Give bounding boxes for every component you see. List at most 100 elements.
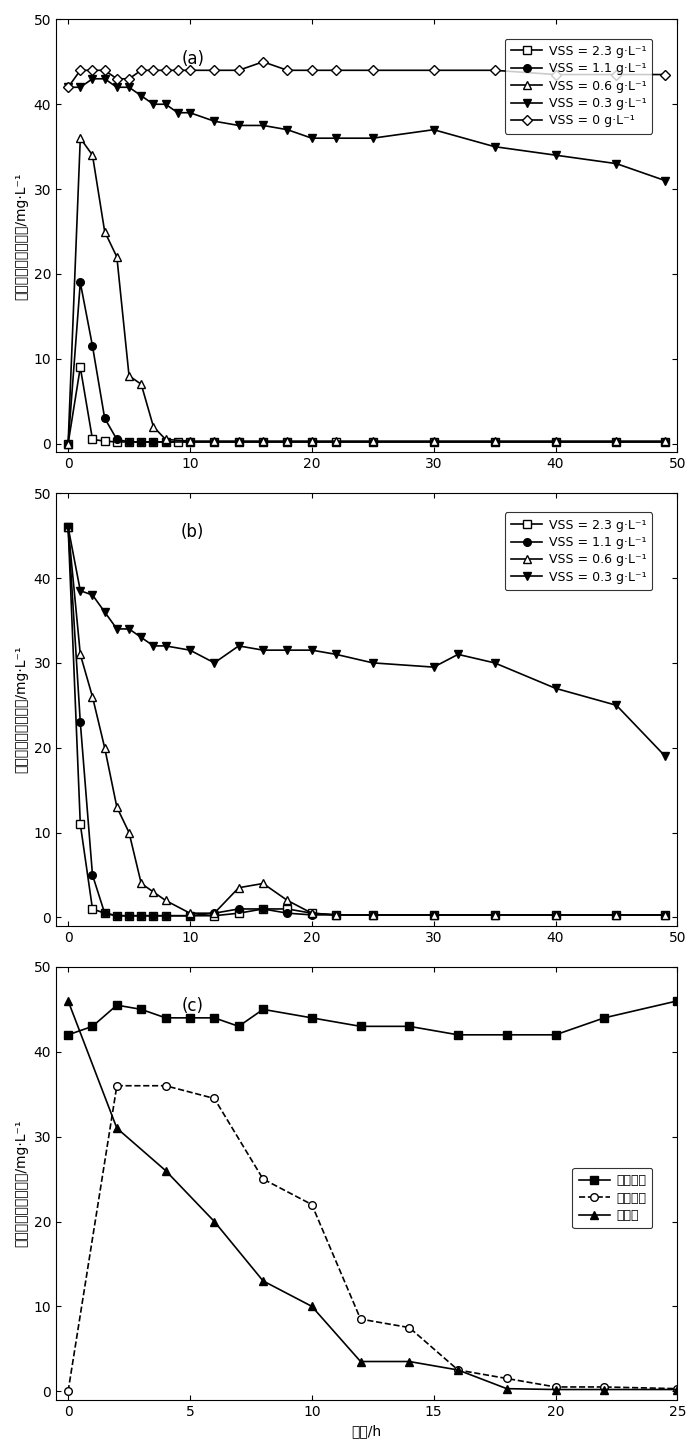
- VSS = 0 g·L⁻¹: [661, 65, 669, 83]
- VSS = 1.1 g·L⁻¹: [113, 431, 121, 449]
- 生物再生: [356, 1310, 365, 1327]
- VSS = 0.6 g·L⁻¹: [259, 433, 267, 450]
- VSS = 2.3 g·L⁻¹: [332, 433, 340, 450]
- VSS = 1.1 g·L⁻¹: [284, 905, 292, 922]
- VSS = 0.6 g·L⁻¹: [612, 433, 621, 450]
- VSS = 0.6 g·L⁻¹: [76, 646, 85, 664]
- VSS = 2.3 g·L⁻¹: [88, 431, 97, 449]
- VSS = 0 g·L⁻¹: [101, 61, 109, 78]
- VSS = 0.6 g·L⁻¹: [552, 433, 560, 450]
- 生物再生: [210, 1090, 218, 1108]
- 树脂脱附: [234, 1018, 243, 1035]
- 反祈化: [259, 1272, 267, 1289]
- 反祈化: [552, 1381, 560, 1398]
- VSS = 1.1 g·L⁻¹: [332, 906, 340, 923]
- VSS = 0.6 g·L⁻¹: [149, 418, 158, 436]
- VSS = 2.3 g·L⁻¹: [101, 905, 109, 922]
- VSS = 2.3 g·L⁻¹: [149, 908, 158, 925]
- Line: VSS = 0.6 g·L⁻¹: VSS = 0.6 g·L⁻¹: [64, 523, 669, 919]
- Line: 生物再生: 生物再生: [64, 1082, 681, 1395]
- VSS = 1.1 g·L⁻¹: [661, 433, 669, 450]
- VSS = 2.3 g·L⁻¹: [137, 908, 146, 925]
- VSS = 2.3 g·L⁻¹: [491, 433, 499, 450]
- VSS = 0 g·L⁻¹: [491, 61, 499, 78]
- 树脂脱附: [259, 1000, 267, 1018]
- VSS = 1.1 g·L⁻¹: [430, 433, 438, 450]
- VSS = 1.1 g·L⁻¹: [661, 906, 669, 923]
- VSS = 0.3 g·L⁻¹: [552, 680, 560, 697]
- 生物再生: [673, 1379, 682, 1397]
- VSS = 0 g·L⁻¹: [76, 61, 85, 78]
- VSS = 0.3 g·L⁻¹: [307, 642, 316, 659]
- VSS = 0.6 g·L⁻¹: [368, 433, 377, 450]
- 树脂脱附: [503, 1027, 511, 1044]
- VSS = 2.3 g·L⁻¹: [491, 906, 499, 923]
- VSS = 0.3 g·L⁻¹: [332, 646, 340, 664]
- 生物再生: [259, 1170, 267, 1188]
- VSS = 2.3 g·L⁻¹: [552, 433, 560, 450]
- VSS = 0 g·L⁻¹: [284, 61, 292, 78]
- VSS = 1.1 g·L⁻¹: [234, 900, 243, 918]
- VSS = 0.6 g·L⁻¹: [88, 147, 97, 164]
- 反祈化: [307, 1298, 316, 1316]
- VSS = 1.1 g·L⁻¹: [64, 436, 72, 453]
- VSS = 0.6 g·L⁻¹: [552, 906, 560, 923]
- VSS = 1.1 g·L⁻¹: [552, 433, 560, 450]
- VSS = 1.1 g·L⁻¹: [101, 905, 109, 922]
- 反祈化: [64, 992, 72, 1009]
- VSS = 0.3 g·L⁻¹: [113, 78, 121, 96]
- VSS = 0.3 g·L⁻¹: [491, 138, 499, 155]
- Line: VSS = 1.1 g·L⁻¹: VSS = 1.1 g·L⁻¹: [64, 523, 669, 919]
- 树脂脱附: [162, 1009, 170, 1027]
- VSS = 0.3 g·L⁻¹: [162, 96, 170, 113]
- VSS = 2.3 g·L⁻¹: [259, 433, 267, 450]
- 反祈化: [405, 1353, 414, 1371]
- VSS = 1.1 g·L⁻¹: [162, 433, 170, 450]
- VSS = 2.3 g·L⁻¹: [125, 433, 133, 450]
- VSS = 2.3 g·L⁻¹: [174, 433, 182, 450]
- Legend: 树脂脱附, 生物再生, 反祈化: 树脂脱附, 生物再生, 反祈化: [573, 1167, 652, 1228]
- VSS = 2.3 g·L⁻¹: [284, 900, 292, 918]
- VSS = 0.3 g·L⁻¹: [552, 147, 560, 164]
- 树脂脱附: [673, 992, 682, 1009]
- VSS = 0.6 g·L⁻¹: [661, 906, 669, 923]
- 生物再生: [454, 1362, 462, 1379]
- VSS = 0.3 g·L⁻¹: [186, 105, 194, 122]
- VSS = 0.6 g·L⁻¹: [661, 433, 669, 450]
- VSS = 1.1 g·L⁻¹: [137, 433, 146, 450]
- VSS = 0.6 g·L⁻¹: [332, 906, 340, 923]
- VSS = 2.3 g·L⁻¹: [162, 908, 170, 925]
- VSS = 0.3 g·L⁻¹: [76, 582, 85, 600]
- VSS = 0.3 g·L⁻¹: [259, 642, 267, 659]
- 生物再生: [405, 1318, 414, 1336]
- VSS = 1.1 g·L⁻¹: [162, 908, 170, 925]
- VSS = 0 g·L⁻¹: [332, 61, 340, 78]
- VSS = 2.3 g·L⁻¹: [64, 436, 72, 453]
- VSS = 0.6 g·L⁻¹: [210, 433, 218, 450]
- VSS = 0.3 g·L⁻¹: [307, 129, 316, 147]
- VSS = 0 g·L⁻¹: [368, 61, 377, 78]
- 树脂脱附: [113, 996, 121, 1013]
- VSS = 0.3 g·L⁻¹: [430, 121, 438, 138]
- VSS = 2.3 g·L⁻¹: [186, 433, 194, 450]
- VSS = 1.1 g·L⁻¹: [284, 433, 292, 450]
- 反祈化: [454, 1362, 462, 1379]
- VSS = 0.3 g·L⁻¹: [162, 637, 170, 655]
- VSS = 0.6 g·L⁻¹: [210, 905, 218, 922]
- VSS = 0.6 g·L⁻¹: [332, 433, 340, 450]
- VSS = 0.6 g·L⁻¹: [612, 906, 621, 923]
- Line: 树脂脱附: 树脂脱附: [64, 998, 681, 1038]
- Legend: VSS = 2.3 g·L⁻¹, VSS = 1.1 g·L⁻¹, VSS = 0.6 g·L⁻¹, VSS = 0.3 g·L⁻¹, VSS = 0 g·L⁻: VSS = 2.3 g·L⁻¹, VSS = 1.1 g·L⁻¹, VSS = …: [505, 39, 652, 134]
- VSS = 1.1 g·L⁻¹: [307, 906, 316, 923]
- VSS = 2.3 g·L⁻¹: [259, 900, 267, 918]
- VSS = 2.3 g·L⁻¹: [137, 433, 146, 450]
- VSS = 2.3 g·L⁻¹: [125, 908, 133, 925]
- Y-axis label: 溶液中硒酸盐氮含量/mg·L⁻¹: 溶液中硒酸盐氮含量/mg·L⁻¹: [14, 171, 28, 299]
- VSS = 0.6 g·L⁻¹: [64, 436, 72, 453]
- VSS = 2.3 g·L⁻¹: [101, 433, 109, 450]
- 反祈化: [503, 1379, 511, 1397]
- 生物再生: [552, 1378, 560, 1395]
- VSS = 0.3 g·L⁻¹: [259, 116, 267, 134]
- 反祈化: [673, 1381, 682, 1398]
- 树脂脱附: [186, 1009, 194, 1027]
